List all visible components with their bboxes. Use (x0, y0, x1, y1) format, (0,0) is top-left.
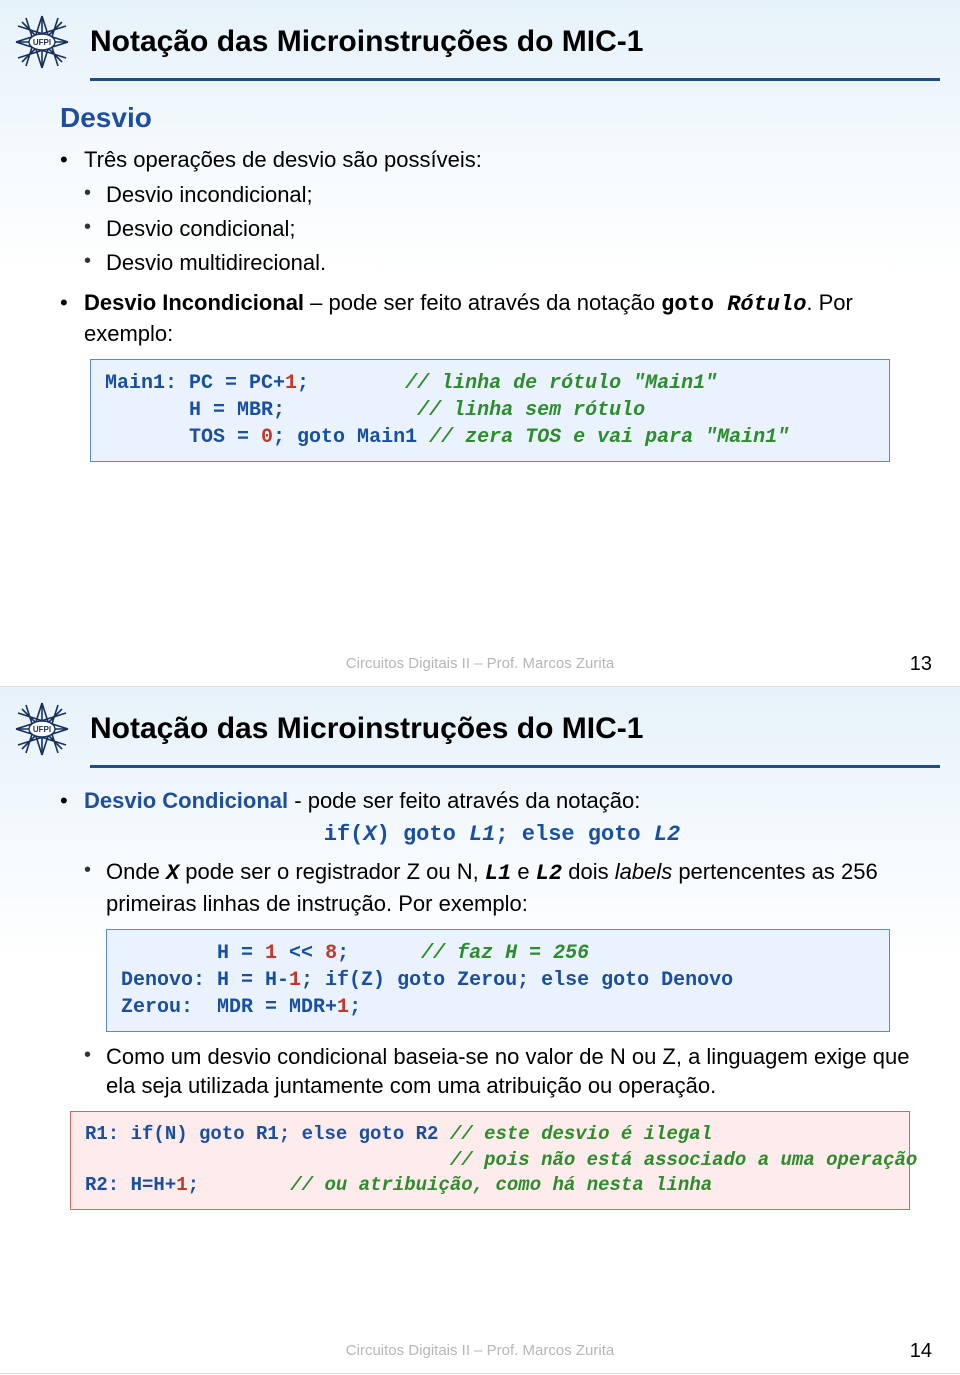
text: – pode ser feito através da notação (304, 290, 661, 315)
text: pode ser o registrador Z ou N, (179, 859, 485, 884)
page-number: 13 (910, 653, 932, 676)
slide-footer: Circuitos Digitais II – Prof. Marcos Zur… (0, 655, 960, 672)
slide-header: UFPI Notação das Microinstruções do MIC-… (0, 687, 960, 759)
code-line: ; (337, 942, 421, 965)
code-num: 8 (325, 942, 337, 965)
bullet-text: Três operações de desvio são possíveis: (84, 147, 482, 172)
code-block: Main1: PC = PC+1; // linha de rótulo "Ma… (90, 359, 890, 462)
code-line: R2: H=H+ (85, 1174, 176, 1196)
code-comment: // linha de rótulo "Main1" (405, 372, 717, 395)
code-line: << (277, 942, 325, 965)
slide-title: Notação das Microinstruções do MIC-1 (90, 712, 643, 747)
code-block-error: R1: if(N) goto R1; else goto R2 // este … (70, 1111, 910, 1210)
code-line: Zerou: MDR = MDR+ (121, 996, 337, 1019)
sub-bullet: Onde X pode ser o registrador Z ou N, L1… (84, 857, 920, 1031)
code-comment: // pois não está associado a uma operaçã… (450, 1149, 917, 1171)
code-comment: // ou atribuição, como há nesta linha (290, 1174, 712, 1196)
page-number: 14 (910, 1340, 932, 1363)
code-num: 1 (176, 1174, 187, 1196)
text: dois (562, 859, 615, 884)
code-num: 1 (265, 942, 277, 965)
code-inline: goto (661, 292, 727, 317)
text: - pode ser feito através da notação: (288, 788, 640, 813)
slide-header: UFPI Notação das Microinstruções do MIC-… (0, 0, 960, 72)
code-inline: X (166, 861, 179, 886)
code-centered: if(X) goto L1; else goto L2 (84, 820, 920, 850)
slide-footer: Circuitos Digitais II – Prof. Marcos Zur… (0, 1342, 960, 1359)
code-line: Main1: PC = PC+ (105, 372, 285, 395)
code-comment: // zera TOS e vai para "Main1" (429, 426, 789, 449)
code-comment: // linha sem rótulo (417, 399, 645, 422)
code-num: 1 (289, 969, 301, 992)
code-comment: // faz H = 256 (421, 942, 589, 965)
ufpi-logo: UFPI (12, 12, 72, 72)
text: Onde (106, 859, 166, 884)
svg-text:UFPI: UFPI (33, 725, 51, 734)
sub-bullet: Desvio condicional; (84, 214, 920, 244)
bullet-item: Desvio Incondicional – pode ser feito at… (60, 288, 920, 349)
bold-term: Desvio Condicional (84, 788, 288, 813)
code-line: H = MBR; (105, 399, 417, 422)
svg-text:UFPI: UFPI (33, 38, 51, 47)
code-inline: L2 (536, 861, 562, 886)
code-num: 1 (337, 996, 349, 1019)
code-line: R1: if(N) goto R1; else goto R2 (85, 1123, 450, 1145)
code-inline: L1 (485, 861, 511, 886)
bold-term: Desvio Incondicional (84, 290, 304, 315)
code-block: H = 1 << 8; // faz H = 256 Denovo: H = H… (106, 929, 890, 1032)
slide-content: Desvio Três operações de desvio são poss… (0, 81, 960, 462)
code-line: ; if(Z) goto Zerou; else goto Denovo (301, 969, 733, 992)
section-heading: Desvio (60, 99, 920, 137)
sub-bullet: Como um desvio condicional baseia-se no … (84, 1042, 920, 1101)
text: e (511, 859, 535, 884)
code-inline-italic: Rótulo (727, 292, 806, 317)
sub-bullet: Desvio incondicional; (84, 180, 920, 210)
italic-text: labels (615, 859, 672, 884)
code-line: ; (349, 996, 361, 1019)
code-num: 0 (261, 426, 273, 449)
slide-14: UFPI Notação das Microinstruções do MIC-… (0, 687, 960, 1374)
code-comment: // este desvio é ilegal (450, 1123, 712, 1145)
code-num: 1 (285, 372, 297, 395)
code-line (85, 1149, 450, 1171)
bullet-item: Desvio Condicional - pode ser feito atra… (60, 786, 920, 1101)
code-line: ; goto Main1 (273, 426, 429, 449)
ufpi-logo: UFPI (12, 699, 72, 759)
code-line: TOS = (105, 426, 261, 449)
code-line: if(X) goto L1; else goto L2 (324, 822, 680, 847)
sub-bullet: Desvio multidirecional. (84, 248, 920, 278)
code-line: ; (188, 1174, 291, 1196)
slide-13: UFPI Notação das Microinstruções do MIC-… (0, 0, 960, 687)
slide-title: Notação das Microinstruções do MIC-1 (90, 25, 643, 60)
code-line: ; (297, 372, 405, 395)
code-line: H = (121, 942, 265, 965)
code-line: Denovo: H = H- (121, 969, 289, 992)
slide-content: Desvio Condicional - pode ser feito atra… (0, 768, 960, 1210)
bullet-item: Três operações de desvio são possíveis: … (60, 145, 920, 278)
